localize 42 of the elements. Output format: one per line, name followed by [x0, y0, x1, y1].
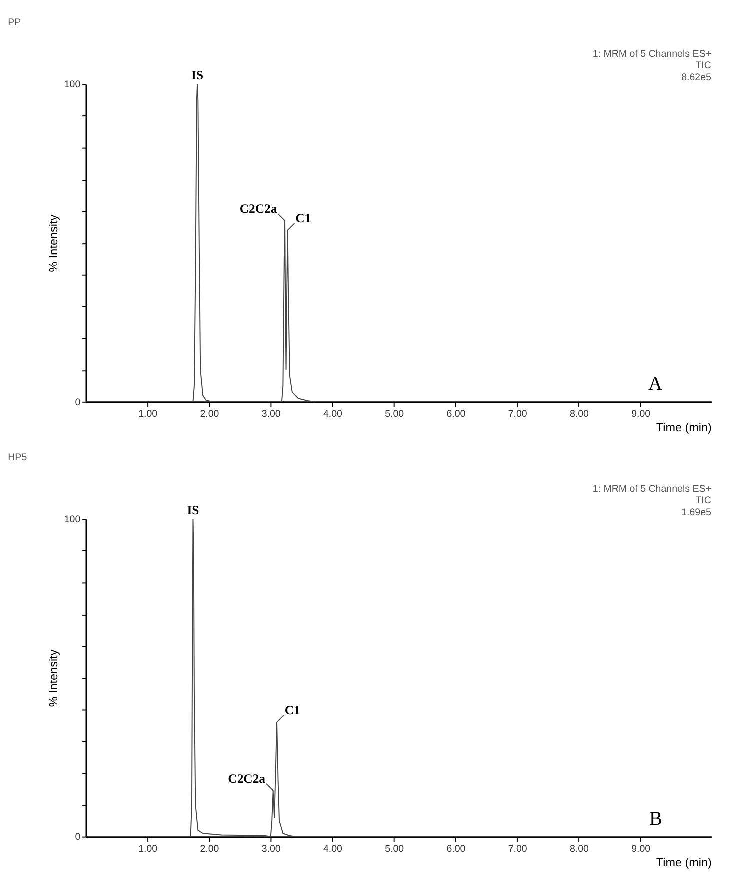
- x-tick-label: 5.00: [385, 844, 405, 855]
- text: 8.62e5: [682, 72, 712, 84]
- y-axis-title: % Intensity: [47, 650, 60, 708]
- text: TIC: [696, 60, 712, 72]
- x-tick-label: 3.00: [262, 409, 282, 420]
- x-tick-label: 9.00: [632, 844, 652, 855]
- annotation: C2C2a: [240, 202, 278, 216]
- annotation: C2C2a: [228, 772, 266, 786]
- y-tick-label: 0: [75, 832, 82, 844]
- x-tick-label: 9.00: [632, 409, 652, 420]
- x-tick-label: 1.00: [138, 409, 158, 420]
- x-tick-label: 6.00: [446, 409, 466, 420]
- x-axis-title: Time (min): [656, 422, 712, 435]
- y-tick-label: 100: [64, 514, 82, 526]
- x-tick-label: 7.00: [508, 844, 528, 855]
- annotation: C1: [284, 704, 300, 718]
- x-tick-label: 8.00: [570, 844, 590, 855]
- text: 1.69e5: [682, 507, 712, 518]
- annotation: A: [648, 374, 663, 396]
- text: TIC: [696, 496, 712, 507]
- chart-title: HP5: [8, 452, 28, 464]
- x-axis-title: Time (min): [656, 856, 712, 870]
- x-tick-label: 5.00: [385, 409, 405, 420]
- x-tick-label: 2.00: [200, 409, 220, 420]
- annotation: B: [650, 809, 663, 830]
- x-tick-label: 4.00: [323, 844, 344, 855]
- annotation: IS: [187, 503, 200, 518]
- y-tick-label: 0: [75, 397, 82, 408]
- annotation: IS: [192, 68, 204, 82]
- x-tick-label: 8.00: [570, 409, 590, 420]
- chart-title: PP: [8, 18, 22, 29]
- x-tick-label: 3.00: [262, 844, 282, 855]
- x-tick-label: 7.00: [508, 409, 528, 420]
- y-axis-title: % Intensity: [47, 214, 60, 272]
- x-tick-label: 2.00: [200, 844, 220, 855]
- y-tick-label: 100: [64, 80, 82, 91]
- x-tick-label: 4.00: [323, 409, 344, 420]
- x-tick-label: 6.00: [446, 844, 466, 855]
- text: 1: MRM of 5 Channels ES+: [592, 484, 712, 495]
- annotation: C1: [296, 212, 312, 226]
- x-tick-label: 1.00: [138, 844, 158, 855]
- text: 1: MRM of 5 Channels ES+: [592, 48, 712, 60]
